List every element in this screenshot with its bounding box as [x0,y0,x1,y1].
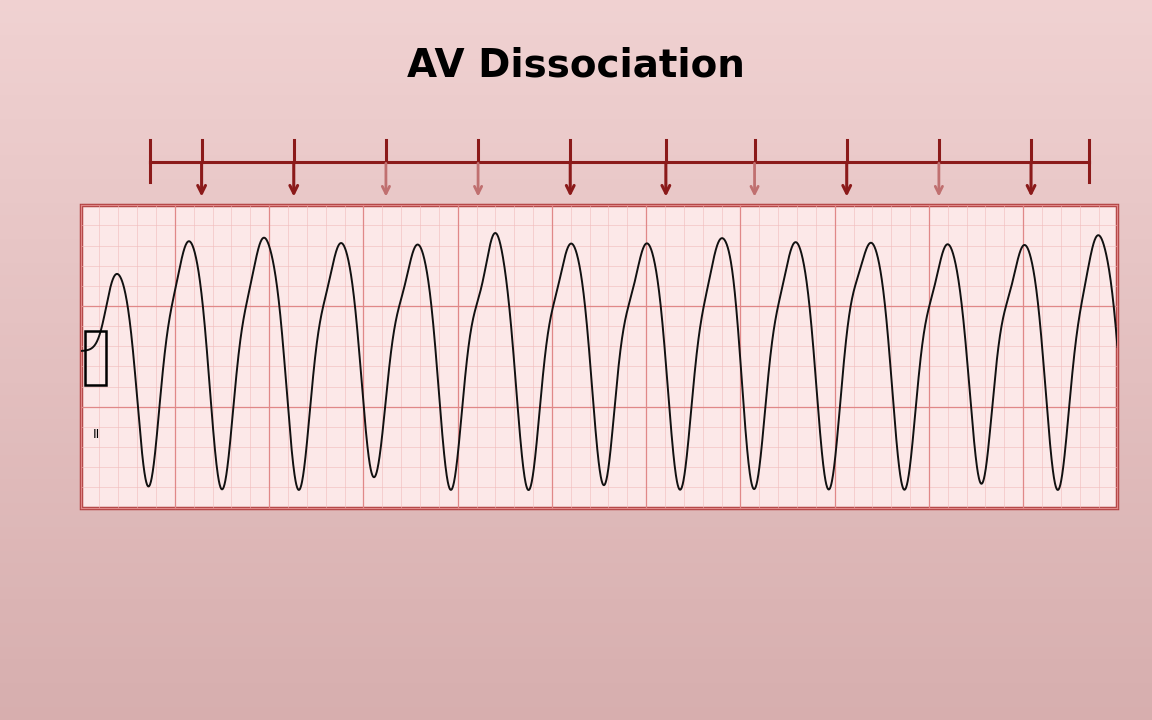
Bar [0,444,1152,456]
Polygon shape [81,205,1117,508]
Bar [0,540,1152,552]
Bar [81,205,1117,508]
Bar [0,156,1152,168]
Bar [0,384,1152,396]
Bar [0,312,1152,324]
Bar [0,348,1152,360]
Bar [0,660,1152,672]
Bar [0,252,1152,264]
Bar [0,648,1152,660]
Bar [0,624,1152,636]
Bar [0,672,1152,684]
Bar [0,168,1152,180]
Bar [0,72,1152,84]
Bar [0,528,1152,540]
Bar [0,300,1152,312]
Bar [0,60,1152,72]
Bar [0,576,1152,588]
Bar [0,708,1152,720]
Bar [0,684,1152,696]
Bar [85,331,106,385]
Text: AV Dissociation: AV Dissociation [407,47,745,85]
Bar [0,36,1152,48]
Bar [0,84,1152,96]
Bar [0,336,1152,348]
Bar [0,96,1152,108]
Bar [0,696,1152,708]
Bar [0,204,1152,216]
Text: II: II [93,428,100,441]
Bar [0,492,1152,504]
Bar [0,0,1152,12]
Bar [0,276,1152,288]
Bar [0,588,1152,600]
Bar [0,456,1152,468]
Bar [0,216,1152,228]
Bar [0,612,1152,624]
Bar [0,48,1152,60]
Bar [0,360,1152,372]
Bar [0,144,1152,156]
Bar [0,24,1152,36]
Bar [0,420,1152,432]
Bar [0,12,1152,24]
Bar [0,552,1152,564]
Bar [0,432,1152,444]
Bar [0,288,1152,300]
Bar [0,600,1152,612]
Bar [0,396,1152,408]
Bar [0,192,1152,204]
Bar [0,324,1152,336]
Bar [0,480,1152,492]
Bar [0,564,1152,576]
Bar [0,372,1152,384]
Bar [0,180,1152,192]
Bar [0,228,1152,240]
Bar [0,132,1152,144]
Bar [0,468,1152,480]
Bar [0,408,1152,420]
Bar [0,264,1152,276]
Bar [0,240,1152,252]
Bar [0,516,1152,528]
Bar [0,636,1152,648]
Bar [0,120,1152,132]
Bar [0,504,1152,516]
Bar [0,108,1152,120]
